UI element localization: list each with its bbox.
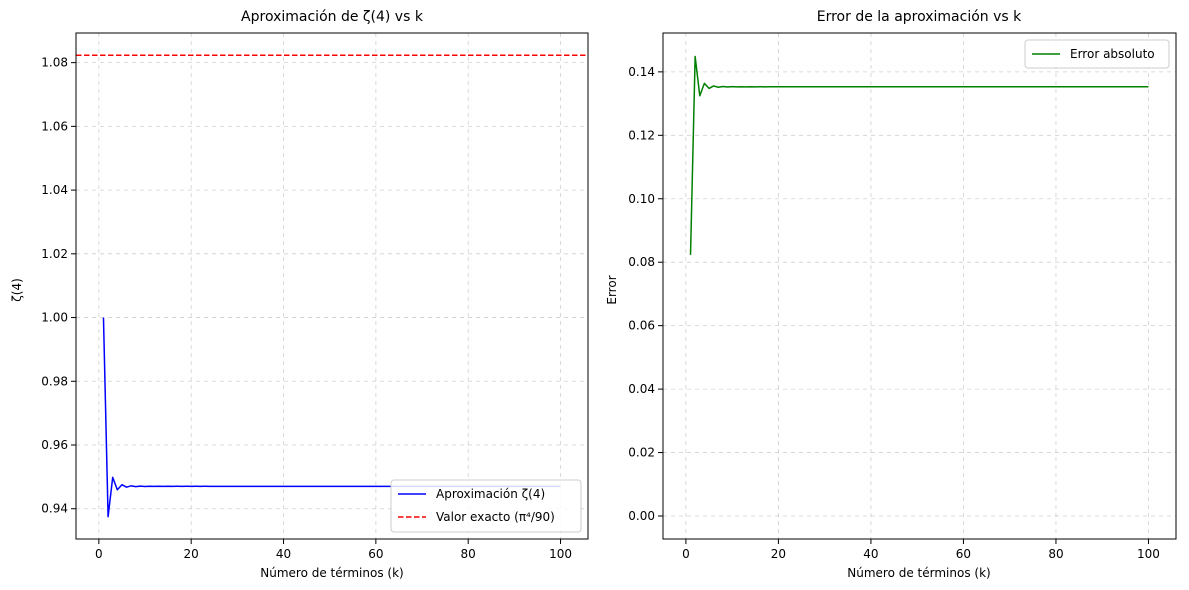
legend-box — [390, 479, 582, 533]
chart-right-legend: Error absoluto — [1024, 39, 1170, 69]
y-tick-label: 0.06 — [628, 319, 655, 333]
x-tick-label: 80 — [461, 547, 476, 561]
x-tick-label: 100 — [1137, 547, 1160, 561]
legend-label-approximation: Aproximación ζ(4) — [436, 487, 545, 501]
chart-right-grid — [663, 33, 1176, 539]
y-tick-label: 0.96 — [41, 438, 68, 452]
y-tick-label: 0.00 — [628, 509, 655, 523]
chart-left: Aproximación de ζ(4) vs k Número de térm… — [10, 9, 589, 580]
y-tick-label: 0.94 — [41, 502, 68, 516]
y-tick-label: 1.00 — [41, 311, 68, 325]
x-tick-label: 20 — [771, 547, 786, 561]
x-tick-label: 60 — [956, 547, 971, 561]
x-tick-label: 0 — [95, 547, 103, 561]
y-tick-label: 0.14 — [628, 65, 655, 79]
y-tick-label: 1.04 — [41, 183, 68, 197]
x-tick-label: 0 — [682, 547, 690, 561]
chart-left-ticks: 0 20 40 60 80 100 0.94 0.96 0.98 1.00 1.02 1.04 1.06… — [41, 56, 572, 561]
y-tick-label: 0.10 — [628, 192, 655, 206]
chart-left-axes-frame — [75, 32, 589, 540]
y-tick-label: 1.08 — [41, 56, 68, 70]
x-tick-label: 40 — [276, 547, 291, 561]
y-tick-label: 0.02 — [628, 446, 655, 460]
y-tick-label: 0.12 — [628, 128, 655, 142]
y-tick-label: 1.02 — [41, 247, 68, 261]
chart-right-axes-frame — [662, 32, 1177, 540]
chart-left-title: Aproximación de ζ(4) vs k — [241, 9, 424, 25]
chart-right-xlabel: Número de términos (k) — [847, 566, 990, 580]
chart-left-ylabel: ζ(4) — [10, 278, 24, 302]
chart-right: Error de la aproximación vs k Número de … — [605, 9, 1177, 580]
y-tick-label: 0.08 — [628, 255, 655, 269]
y-tick-label: 0.04 — [628, 382, 655, 396]
chart-right-plot — [689, 55, 1149, 255]
y-tick-label: 0.98 — [41, 374, 68, 388]
legend-label-error: Error absoluto — [1070, 47, 1155, 61]
chart-left-xlabel: Número de términos (k) — [260, 566, 403, 580]
legend-label-exact: Valor exacto (π⁴/90) — [436, 510, 555, 524]
series-error-line — [689, 55, 1149, 255]
chart-right-title: Error de la aproximación vs k — [817, 9, 1022, 25]
x-tick-label: 60 — [368, 547, 383, 561]
x-tick-label: 40 — [863, 547, 878, 561]
chart-right-ticks: 0 20 40 60 80 100 0.00 0.02 0.04 0.06 0.08 0.10 0.12… — [628, 65, 1160, 561]
legend-box — [1024, 39, 1170, 69]
y-tick-label: 1.06 — [41, 119, 68, 133]
chart-left-legend: Aproximación ζ(4) Valor exacto (π⁴/90) — [390, 479, 582, 533]
x-tick-label: 80 — [1048, 547, 1063, 561]
chart-right-ylabel: Error — [605, 275, 619, 304]
x-tick-label: 100 — [549, 547, 572, 561]
x-tick-label: 20 — [184, 547, 199, 561]
